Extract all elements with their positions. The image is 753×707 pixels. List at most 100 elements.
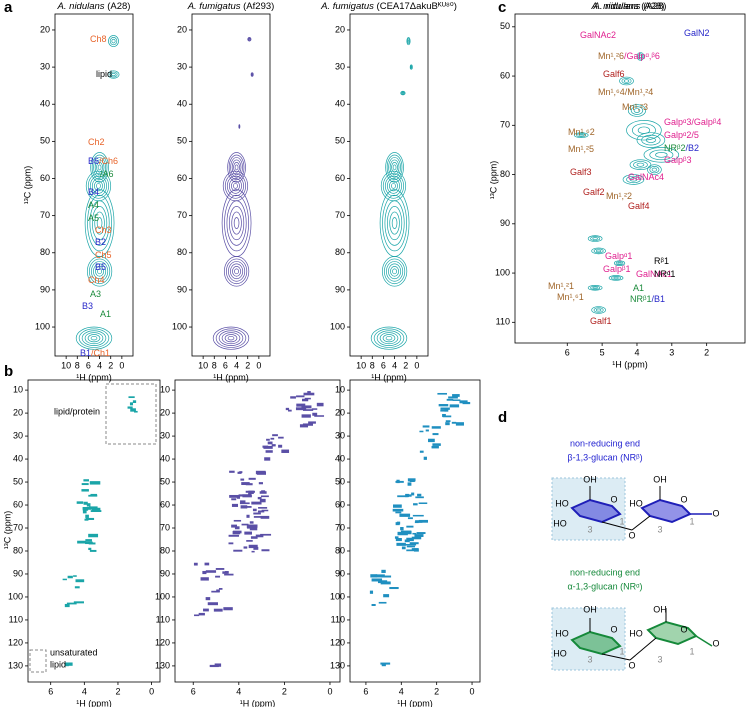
contour	[631, 123, 656, 138]
cross-peak	[432, 433, 439, 436]
peak-label-part: NRᵅ1	[654, 269, 675, 279]
panel-title: A. fumigatus (Af293)	[187, 1, 275, 12]
peak-label: /A6	[100, 169, 114, 179]
peak-label-part: B1	[80, 348, 91, 358]
cross-peak	[395, 538, 402, 542]
peak-label-part: Mn¹,²5	[568, 144, 594, 154]
cross-peak	[394, 536, 399, 539]
cross-peak	[396, 479, 400, 484]
peak-label: B1/Ch1	[80, 348, 110, 358]
contour	[636, 162, 645, 167]
cross-peak	[233, 549, 243, 552]
contour	[90, 335, 98, 341]
cross-peak	[370, 574, 378, 578]
cross-peak	[241, 523, 249, 526]
cross-peak	[307, 391, 311, 395]
contour	[593, 248, 604, 254]
contour	[587, 235, 603, 242]
ring-label: HO	[555, 498, 569, 508]
cross-peak	[76, 501, 84, 504]
y-tick-label: 120	[155, 637, 170, 647]
cross-peak	[248, 490, 254, 494]
cross-peak	[295, 407, 307, 411]
contour	[234, 268, 239, 275]
peak-label: B3	[82, 301, 93, 311]
ring-label: HO	[629, 628, 643, 638]
y-tick-label: 40	[335, 453, 345, 463]
cross-peak	[380, 575, 392, 578]
peak-label-part: lipid	[96, 69, 112, 79]
cross-peak	[296, 395, 305, 398]
x-tick-label: 5	[600, 347, 605, 357]
contour	[228, 154, 245, 181]
cross-peak	[404, 539, 410, 543]
peak-label: Galpᵅ2/5	[664, 130, 699, 140]
plot-frame	[27, 379, 161, 683]
x-tick-label: 6	[381, 360, 386, 370]
contour	[222, 170, 249, 202]
peak-label-part: B5	[95, 262, 106, 272]
x-axis-label: ¹H (ppm)	[213, 372, 249, 382]
contour	[108, 35, 119, 48]
contour	[593, 307, 604, 313]
cross-peak	[444, 408, 449, 412]
ring-label: O	[610, 494, 617, 504]
y-tick-label: 110	[9, 614, 23, 624]
cross-peak	[234, 526, 240, 530]
contour	[91, 261, 109, 282]
contour	[630, 106, 644, 115]
bond	[629, 637, 657, 661]
y-axis-label: ¹³C (ppm)	[22, 166, 32, 205]
contour	[590, 236, 601, 241]
contour	[91, 206, 108, 241]
y-tick-label: 30	[160, 430, 170, 440]
peak-label: Mn¹,⁶1	[557, 292, 584, 302]
contour	[90, 152, 109, 183]
cross-peak	[88, 494, 98, 497]
y-tick-label: 60	[335, 499, 345, 509]
cross-peak	[88, 547, 92, 551]
peak-label: Galpᵅ3/Galpᵝ4	[664, 117, 721, 127]
y-tick-label: 40	[40, 99, 50, 109]
cross-peak	[406, 545, 416, 548]
contour	[247, 37, 251, 41]
peak-label: A5	[88, 213, 99, 223]
peak-label-part: Galpᵅ1	[605, 251, 632, 261]
ring-label: HO	[555, 628, 569, 638]
cross-peak	[455, 422, 464, 426]
y-tick-label: 80	[177, 247, 187, 257]
peak-label: GalNAc1	[636, 269, 672, 279]
cross-peak	[231, 524, 238, 528]
cross-peak	[377, 580, 388, 584]
y-tick-label: 50	[40, 136, 50, 146]
x-tick-label: 4	[399, 686, 404, 696]
cross-peak	[237, 471, 242, 474]
cross-peak	[64, 662, 69, 667]
cross-peak	[414, 534, 424, 537]
peak-label: Mn¹,⁶4/Mn¹,²4	[598, 87, 653, 97]
y-tick-label: 60	[40, 173, 50, 183]
y-tick-label: 120	[330, 637, 345, 647]
cross-peak	[245, 506, 252, 508]
contour	[111, 38, 116, 44]
contour	[87, 194, 112, 252]
peak-label: B5	[95, 262, 106, 272]
cross-peak	[308, 421, 316, 424]
peak-label: Ch3	[95, 225, 112, 235]
contour	[89, 258, 111, 285]
peak-label-part: Galpᵝ3	[664, 155, 691, 165]
cross-peak	[82, 509, 87, 514]
contour	[231, 180, 240, 192]
contour	[595, 308, 602, 312]
contour	[623, 79, 630, 83]
plot-frame	[174, 379, 341, 683]
cross-peak	[414, 521, 419, 524]
peak-label: Galpᵝ3	[664, 155, 691, 165]
cross-peak	[251, 501, 262, 505]
contour	[386, 154, 403, 181]
cross-peak	[378, 601, 387, 604]
contour	[388, 263, 402, 280]
contour	[212, 326, 250, 350]
cross-peak	[417, 493, 422, 497]
cross-peak	[89, 506, 98, 510]
